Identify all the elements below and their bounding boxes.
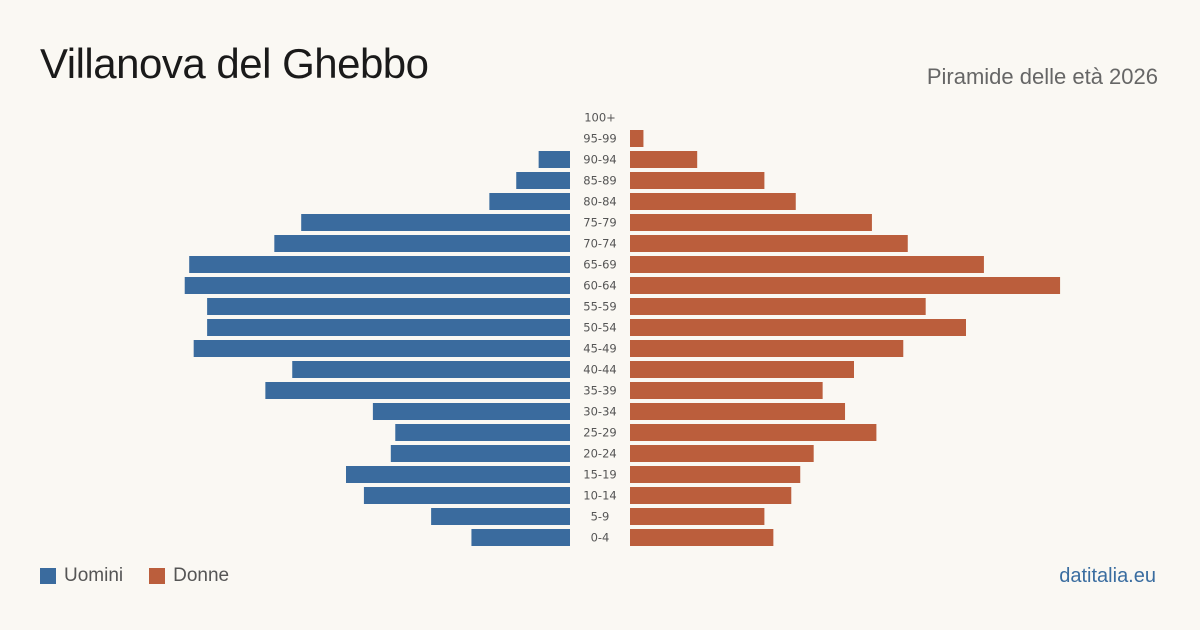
bar-women-20-24 xyxy=(630,445,814,462)
bar-women-70-74 xyxy=(630,235,908,252)
bar-women-95-99 xyxy=(630,130,644,147)
bar-men-85-89 xyxy=(516,172,570,189)
bar-women-90-94 xyxy=(630,151,698,168)
bar-men-60-64 xyxy=(184,277,570,294)
bar-men-70-74 xyxy=(274,235,570,252)
age-label: 45-49 xyxy=(583,342,616,356)
bar-women-30-34 xyxy=(630,403,846,420)
age-label: 90-94 xyxy=(583,153,616,167)
bar-men-65-69 xyxy=(189,256,570,273)
legend-item-women: Donne xyxy=(149,565,229,587)
legend-item-men: Uomini xyxy=(40,565,123,587)
bar-men-40-44 xyxy=(292,361,570,378)
age-label: 50-54 xyxy=(583,321,616,335)
bar-women-0-4 xyxy=(630,529,774,546)
age-label: 35-39 xyxy=(583,384,616,398)
bar-men-10-14 xyxy=(363,487,570,504)
bar-men-30-34 xyxy=(372,403,570,420)
bar-women-75-79 xyxy=(630,214,872,231)
legend-label-men: Uomini xyxy=(64,565,124,586)
age-label: 5-9 xyxy=(591,510,610,524)
bar-men-55-59 xyxy=(207,298,570,315)
bar-women-80-84 xyxy=(630,193,796,210)
age-label: 70-74 xyxy=(583,237,616,251)
bar-men-80-84 xyxy=(489,193,570,210)
age-label: 85-89 xyxy=(583,174,616,188)
age-label: 30-34 xyxy=(583,405,616,419)
bar-men-45-49 xyxy=(193,340,570,357)
age-label: 95-99 xyxy=(583,132,616,146)
chart-subtitle: Piramide delle età 2026 xyxy=(926,64,1158,89)
bar-women-45-49 xyxy=(630,340,904,357)
bar-women-85-89 xyxy=(630,172,765,189)
men-bars-group xyxy=(184,151,570,546)
age-label: 75-79 xyxy=(583,216,616,230)
bar-women-65-69 xyxy=(630,256,984,273)
bar-women-40-44 xyxy=(630,361,854,378)
legend-swatch-men xyxy=(40,568,56,584)
bar-women-60-64 xyxy=(630,277,1061,294)
age-labels-group: 100+ 95-99 90-94 85-89 80-84 75-79 70-74 65-69 6… xyxy=(583,111,616,545)
bar-men-50-54 xyxy=(207,319,570,336)
bar-women-50-54 xyxy=(630,319,966,336)
age-label: 10-14 xyxy=(583,489,616,503)
bar-men-0-4 xyxy=(471,529,570,546)
age-label: 65-69 xyxy=(583,258,616,272)
age-label: 100+ xyxy=(584,111,616,125)
bar-men-5-9 xyxy=(431,508,570,525)
age-label: 20-24 xyxy=(583,447,616,461)
legend: Uomini Donne xyxy=(40,565,255,587)
bar-women-10-14 xyxy=(630,487,792,504)
bar-women-25-29 xyxy=(630,424,877,441)
bar-women-5-9 xyxy=(630,508,765,525)
women-bars-group xyxy=(630,130,1061,546)
age-label: 80-84 xyxy=(583,195,616,209)
bar-women-35-39 xyxy=(630,382,823,399)
bar-men-25-29 xyxy=(395,424,570,441)
age-label: 15-19 xyxy=(583,468,616,482)
legend-swatch-women xyxy=(149,568,166,584)
age-label: 0-4 xyxy=(591,531,610,545)
bar-men-35-39 xyxy=(265,382,570,399)
bar-women-15-19 xyxy=(630,466,801,483)
legend-label-women: Donne xyxy=(173,565,230,586)
page-title: Villanova del Ghebbo xyxy=(40,40,429,87)
bar-men-15-19 xyxy=(346,466,570,483)
bar-women-55-59 xyxy=(630,298,926,315)
age-label: 25-29 xyxy=(583,426,616,440)
age-label: 60-64 xyxy=(583,279,616,293)
age-label: 40-44 xyxy=(583,363,616,377)
bar-men-90-94 xyxy=(538,151,570,168)
brand-link[interactable]: datitalia.eu xyxy=(1059,565,1156,587)
bar-men-75-79 xyxy=(301,214,570,231)
bar-men-20-24 xyxy=(390,445,570,462)
age-label: 55-59 xyxy=(583,300,616,314)
